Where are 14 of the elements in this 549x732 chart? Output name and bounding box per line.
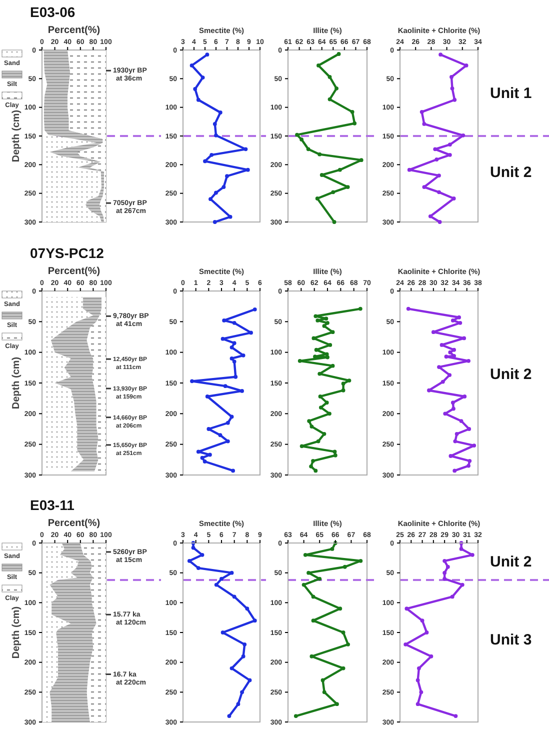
text: Unit 2 <box>490 164 532 182</box>
text: Unit 1 <box>490 85 532 102</box>
chart-title: 07YS-PC12 <box>30 245 104 261</box>
y-axis-title: Depth (cm) <box>11 606 22 659</box>
text: Unit 3 <box>490 632 532 649</box>
y-axis-title: Depth (cm) <box>11 110 22 162</box>
chart-title: E03-11 <box>30 497 75 513</box>
text: Unit 2 <box>490 366 532 383</box>
x-axis-title: Percent(%) <box>48 266 100 277</box>
text: Unit 2 <box>490 553 532 570</box>
x-axis-title: Percent(%) <box>48 518 100 529</box>
y-axis-title: Depth (cm) <box>11 356 22 410</box>
chart-title: E03-06 <box>30 4 76 20</box>
x-axis-title: Percent(%) <box>48 25 100 36</box>
